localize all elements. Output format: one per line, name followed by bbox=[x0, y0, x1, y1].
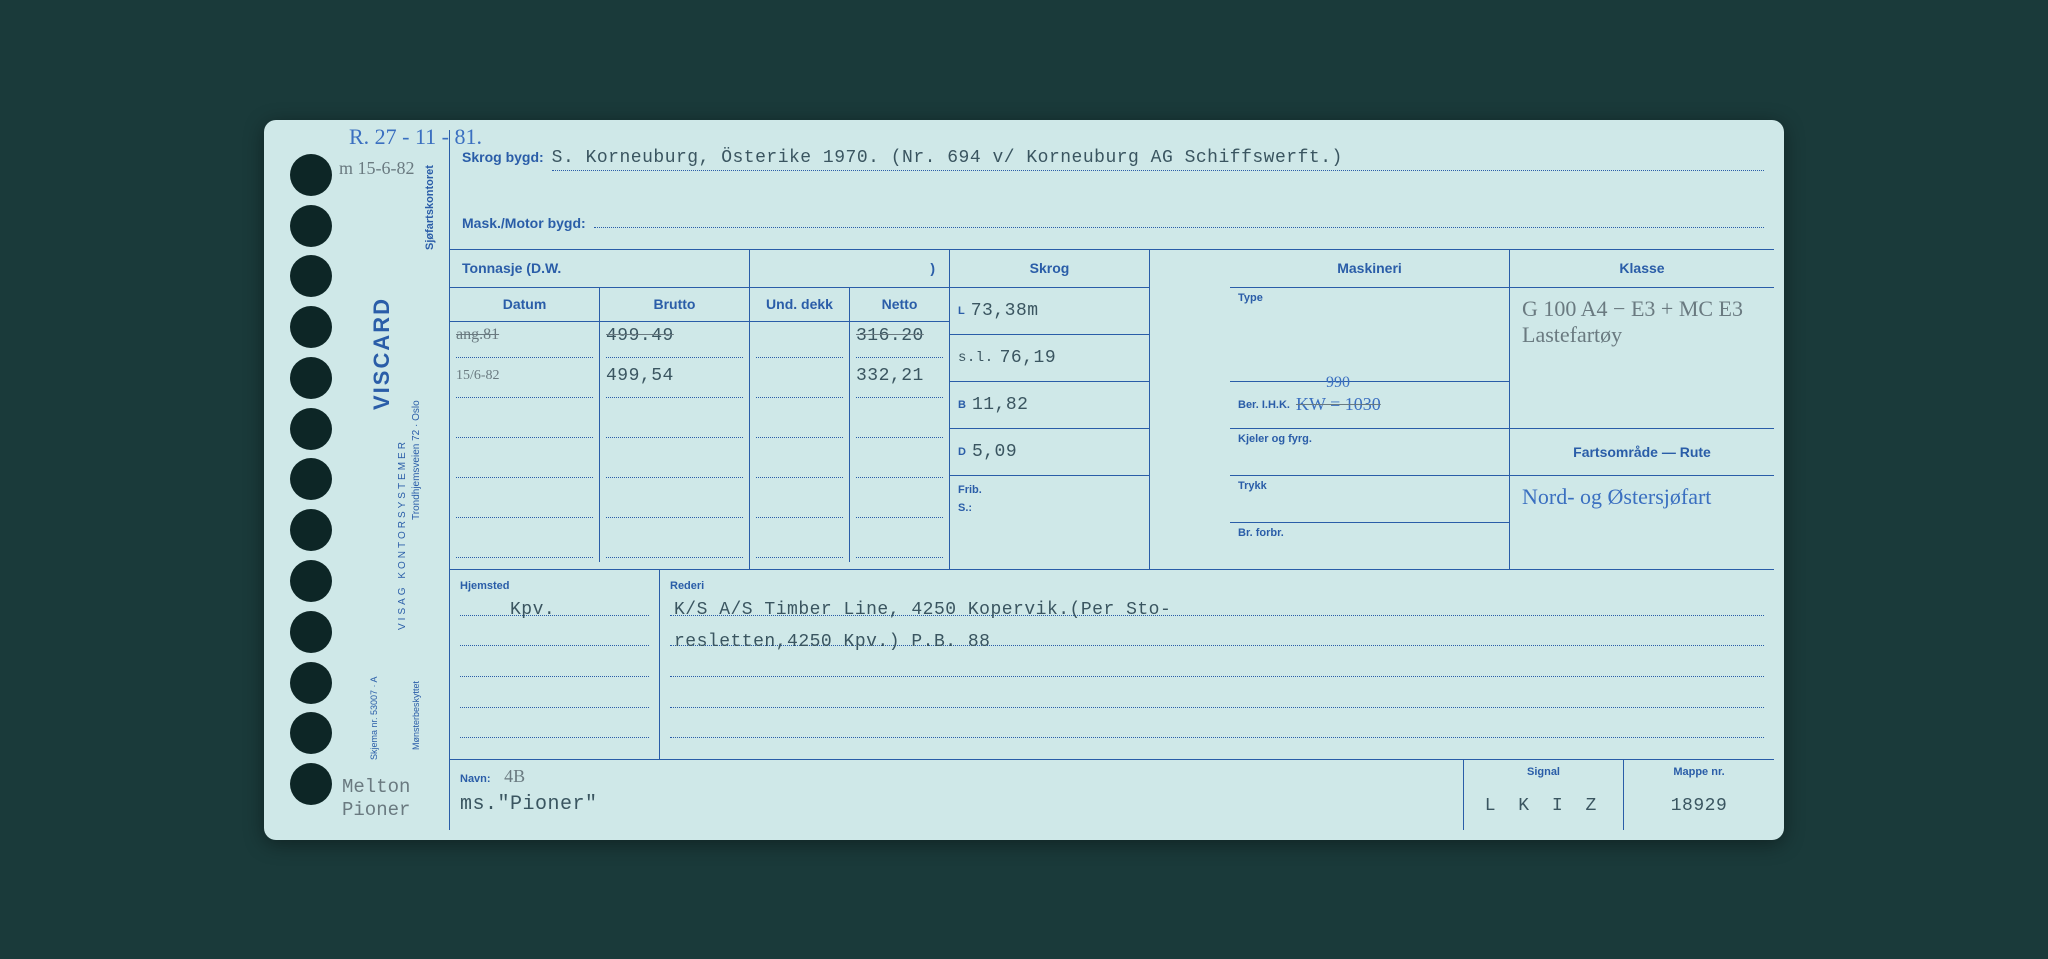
brand-addr: Trondhjemsveien 72 · Oslo bbox=[411, 400, 422, 520]
tab-label: Sjøfartskontoret bbox=[424, 165, 436, 250]
skrog-bygd-value: S. Korneuburg, Österike 1970. (Nr. 694 v… bbox=[552, 148, 1764, 171]
side-tab-text: Melton Pioner bbox=[342, 776, 410, 822]
mask-hdr: Maskineri bbox=[1230, 250, 1509, 288]
brand-sub: VISAG KONTORSYSTEMER bbox=[397, 439, 408, 630]
tonnasje-hdr: Tonnasje (D.W. bbox=[462, 260, 561, 276]
navn-lbl: Navn: bbox=[460, 773, 491, 785]
skrog-hdr: Skrog bbox=[950, 250, 1149, 288]
mid-section: Hjemsted Kpv. Rederi K/S A/S Timber Line… bbox=[449, 570, 1774, 760]
und-netto-col: ) Und. dekk Netto 316.20 332,21 bbox=[750, 250, 950, 569]
rederi-lbl: Rederi bbox=[670, 580, 704, 592]
sl-val: 76,19 bbox=[1000, 348, 1057, 368]
brutto-hdr: Brutto bbox=[600, 288, 749, 321]
bottom-section: Navn: 4B ms."Pioner" Signal L K I Z Mapp… bbox=[449, 760, 1774, 830]
navn-hand: 4B bbox=[504, 766, 525, 786]
hand-date-2: m 15-6-82 bbox=[339, 158, 415, 179]
klasse-hdr: Klasse bbox=[1510, 250, 1774, 288]
header-area: Skrog bygd: S. Korneuburg, Österike 1970… bbox=[449, 130, 1774, 250]
ber-990: 990 bbox=[1326, 374, 1350, 392]
frib-lbl: Frib. bbox=[958, 484, 982, 496]
L-lbl: L bbox=[958, 305, 965, 317]
hjemsted-lbl: Hjemsted bbox=[460, 580, 510, 592]
mappe-lbl: Mappe nr. bbox=[1634, 766, 1764, 778]
brutto-1: 499,54 bbox=[606, 366, 674, 386]
S-lbl: S.: bbox=[958, 502, 972, 514]
card-content: R. 27 - 11 - 81. m 15-6-82 Skrog bygd: S… bbox=[449, 130, 1774, 830]
skrog-col: Skrog L 73,38m s.l. 76,19 B 11,82 D 5,09 Fri… bbox=[950, 250, 1150, 569]
und-hdr: Und. dekk bbox=[750, 288, 850, 321]
datum-1: 15/6-82 bbox=[456, 368, 500, 383]
datum-0: ang.81 bbox=[456, 326, 499, 343]
fart-val: Nord- og Østersjøfart bbox=[1522, 484, 1711, 509]
br-lbl: Br. forbr. bbox=[1238, 527, 1284, 539]
motor-bygd-label: Mask./Motor bygd: bbox=[462, 215, 586, 231]
monster-label: Mønsterbeskyttet bbox=[411, 680, 421, 749]
D-val: 5,09 bbox=[972, 442, 1017, 462]
B-val: 11,82 bbox=[972, 395, 1029, 415]
ber-lbl: Ber. I.H.K. bbox=[1238, 399, 1290, 411]
main-table: Tonnasje (D.W. Datum Brutto ang.81 499.4… bbox=[449, 250, 1774, 570]
mask-klasse-col: Maskineri Type Ber. I.H.K. 990 KW = 1030… bbox=[1230, 250, 1774, 569]
fart-lbl: Fartsområde — Rute bbox=[1573, 444, 1711, 460]
ber-val: KW = 1030 bbox=[1296, 394, 1381, 414]
netto-1: 332,21 bbox=[856, 366, 924, 386]
brand-logo: VISCARD bbox=[369, 296, 395, 409]
tonnasje-close: ) bbox=[930, 260, 935, 276]
netto-hdr: Netto bbox=[850, 288, 949, 321]
mappe-val: 18929 bbox=[1634, 796, 1764, 816]
sl-lbl: s.l. bbox=[958, 350, 994, 366]
trykk-lbl: Trykk bbox=[1238, 480, 1267, 492]
kjeler-lbl: Kjeler og fyrg. bbox=[1238, 433, 1312, 445]
hjemsted-val: Kpv. bbox=[510, 600, 555, 620]
rederi-l2: resletten,4250 Kpv.) P.B. 88 bbox=[674, 632, 990, 652]
datum-hdr: Datum bbox=[450, 288, 600, 321]
brutto-0: 499.49 bbox=[606, 326, 674, 346]
index-card: Sjøfartskontoret VISCARD VISAG KONTORSYS… bbox=[264, 120, 1784, 840]
rederi-l1: K/S A/S Timber Line, 4250 Kopervik.(Per … bbox=[674, 600, 1171, 620]
D-lbl: D bbox=[958, 446, 966, 458]
B-lbl: B bbox=[958, 399, 966, 411]
navn-val: ms."Pioner" bbox=[460, 793, 1453, 816]
skrog-bygd-label: Skrog bygd: bbox=[462, 149, 544, 165]
binder-holes bbox=[290, 120, 340, 840]
skjema-nr: Skjema nr. 53007 · A bbox=[369, 676, 379, 760]
signal-val: L K I Z bbox=[1474, 796, 1613, 816]
netto-0: 316.20 bbox=[856, 326, 924, 346]
tonnasje-col: Tonnasje (D.W. Datum Brutto ang.81 499.4… bbox=[450, 250, 750, 569]
klasse-val2: Lastefartøy bbox=[1522, 322, 1762, 348]
motor-bygd-value bbox=[594, 208, 1764, 228]
signal-lbl: Signal bbox=[1474, 766, 1613, 778]
L-val: 73,38m bbox=[971, 301, 1039, 321]
left-sidebar: Sjøfartskontoret VISCARD VISAG KONTORSYS… bbox=[359, 120, 444, 840]
type-lbl: Type bbox=[1238, 292, 1263, 304]
klasse-val: G 100 A4 − E3 + MC E3 bbox=[1522, 296, 1762, 322]
